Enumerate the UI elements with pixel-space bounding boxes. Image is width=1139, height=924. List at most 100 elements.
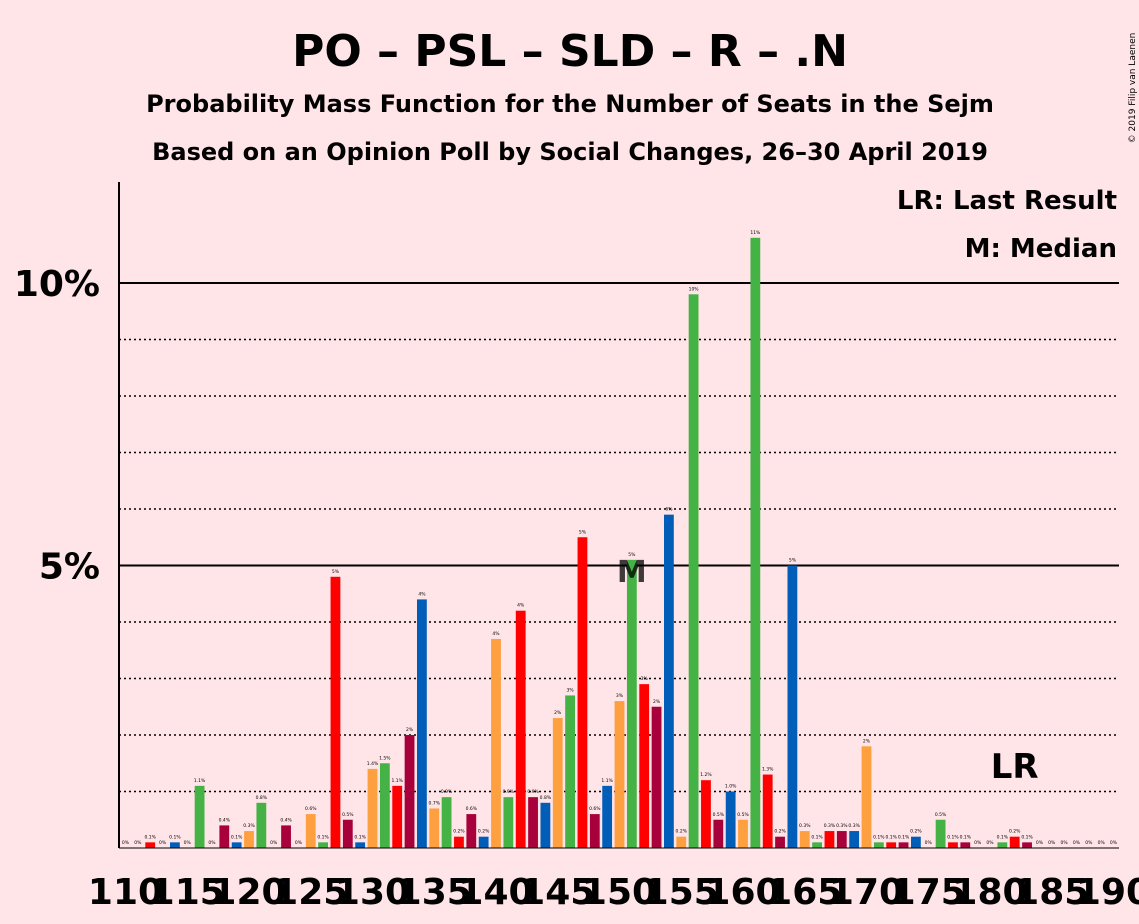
bar-value-label: 5% bbox=[789, 558, 797, 564]
bar-seat-130 bbox=[367, 768, 378, 848]
bar-seat-156 bbox=[688, 294, 699, 848]
x-tick-label: 160 bbox=[705, 872, 780, 913]
bar-value-label: 0% bbox=[184, 840, 192, 846]
bar-value-label: 5% bbox=[628, 552, 636, 558]
bar-seat-123 bbox=[281, 825, 291, 848]
bar-seat-140 bbox=[491, 638, 501, 848]
bar-value-label: 0.6% bbox=[589, 806, 601, 812]
bar-value-label: 0.2% bbox=[478, 829, 490, 835]
bar-value-label: 0.2% bbox=[1009, 829, 1021, 835]
bar-seat-163 bbox=[775, 836, 785, 848]
legend-median: M: Median bbox=[965, 234, 1117, 264]
bar-value-label: 0.1% bbox=[873, 834, 885, 840]
bar-seat-148 bbox=[589, 814, 600, 848]
bar-value-label: 0.1% bbox=[947, 834, 959, 840]
bar-value-label: 0% bbox=[1110, 840, 1118, 846]
bar-value-label: 1.2% bbox=[700, 772, 712, 778]
bar-value-label: 0.3% bbox=[799, 823, 811, 829]
bar-seat-144 bbox=[540, 802, 551, 848]
x-tick-label: 120 bbox=[211, 872, 286, 913]
bar-seat-133 bbox=[404, 735, 415, 848]
bar-value-label: 2% bbox=[406, 727, 414, 733]
bar-value-label: 0.1% bbox=[1021, 834, 1033, 840]
y-tick-label: 5% bbox=[39, 547, 100, 588]
x-tick-label: 175 bbox=[891, 872, 966, 913]
bar-value-label: 4% bbox=[517, 603, 525, 609]
bar-value-label: 0.4% bbox=[280, 817, 292, 823]
y-tick-label: 10% bbox=[14, 264, 100, 305]
bar-seat-129 bbox=[355, 842, 366, 848]
bar-seat-154 bbox=[664, 514, 674, 848]
bar-value-label: 0.9% bbox=[527, 789, 539, 795]
bar-value-label: 2% bbox=[863, 738, 871, 744]
x-tick-label: 155 bbox=[644, 872, 719, 913]
bar-seat-125 bbox=[305, 814, 316, 848]
bar-value-label: 1.4% bbox=[367, 761, 379, 767]
x-tick-label: 125 bbox=[273, 872, 348, 913]
bar-value-label: 0% bbox=[270, 840, 278, 846]
bar-seat-166 bbox=[812, 842, 822, 848]
bar-seat-114 bbox=[170, 842, 180, 848]
bar-value-label: 1.1% bbox=[601, 778, 613, 784]
bar-seat-164 bbox=[787, 565, 798, 848]
bar-seat-128 bbox=[342, 819, 353, 848]
bar-value-label: 0% bbox=[974, 840, 982, 846]
bar-seat-170 bbox=[861, 746, 872, 848]
x-ticks: 1101151201251301351401451501551601651701… bbox=[88, 872, 1139, 913]
bar-value-label: 0.4% bbox=[219, 817, 231, 823]
bar-value-label: 0.1% bbox=[811, 834, 823, 840]
bar-seat-161 bbox=[750, 237, 761, 849]
bar-value-label: 0.2% bbox=[774, 829, 786, 835]
bar-seat-183 bbox=[1022, 842, 1032, 848]
bar-value-label: 0% bbox=[1036, 840, 1044, 846]
bar-value-label: 0.1% bbox=[169, 834, 181, 840]
bar-seat-176 bbox=[935, 819, 946, 848]
bar-seat-169 bbox=[849, 831, 860, 848]
chart-subtitle-2: Based on an Opinion Poll by Social Chang… bbox=[152, 138, 988, 166]
bar-value-label: 0% bbox=[208, 840, 216, 846]
bar-value-label: 10% bbox=[689, 286, 700, 292]
x-tick-label: 145 bbox=[520, 872, 595, 913]
bar-seat-112 bbox=[145, 842, 156, 848]
x-tick-label: 150 bbox=[582, 872, 657, 913]
bar-seat-181 bbox=[997, 842, 1008, 848]
bar-value-label: 0.8% bbox=[540, 795, 552, 801]
bar-seat-159 bbox=[725, 791, 736, 848]
legend-last-result: LR: Last Result bbox=[897, 186, 1117, 216]
bar-seat-142 bbox=[515, 610, 526, 848]
bar-seat-120 bbox=[244, 831, 254, 848]
x-tick-label: 115 bbox=[150, 872, 225, 913]
bar-value-label: 0% bbox=[159, 840, 167, 846]
bar-seat-127 bbox=[330, 576, 341, 848]
bar-value-label: 0.5% bbox=[935, 812, 947, 818]
bar-seat-134 bbox=[417, 599, 427, 848]
bar-value-label: 4% bbox=[492, 631, 500, 637]
bar-seat-141 bbox=[503, 797, 514, 848]
bar-value-label: 0.5% bbox=[713, 812, 725, 818]
x-tick-label: 130 bbox=[335, 872, 410, 913]
bar-value-label: 3% bbox=[641, 676, 649, 682]
x-tick-label: 110 bbox=[88, 872, 163, 913]
bar-seat-139 bbox=[478, 836, 489, 848]
bar-value-label: 1.0% bbox=[725, 784, 737, 790]
bar-value-label: 0.8% bbox=[256, 795, 268, 801]
bar-value-label: 1.3% bbox=[762, 767, 774, 773]
bar-value-label: 0.6% bbox=[305, 806, 317, 812]
bar-value-label: 0.5% bbox=[342, 812, 354, 818]
bar-value-label: 3% bbox=[567, 687, 575, 693]
bar-seat-145 bbox=[552, 718, 563, 848]
bar-value-label: 0.6% bbox=[466, 806, 478, 812]
bar-seat-119 bbox=[231, 842, 242, 848]
bar-value-label: 0.9% bbox=[503, 789, 515, 795]
bar-seat-162 bbox=[762, 774, 773, 848]
last-result-marker: LR bbox=[991, 747, 1039, 787]
bar-seat-172 bbox=[886, 842, 897, 848]
bar-value-label: 0% bbox=[1048, 840, 1056, 846]
bar-value-label: 0% bbox=[1098, 840, 1106, 846]
bar-seat-116 bbox=[194, 785, 205, 848]
bar-value-label: 1.1% bbox=[194, 778, 206, 784]
x-tick-label: 170 bbox=[829, 872, 904, 913]
bar-seat-132 bbox=[392, 785, 403, 848]
bar-seat-150 bbox=[614, 701, 625, 848]
bar-seat-167 bbox=[824, 831, 835, 848]
